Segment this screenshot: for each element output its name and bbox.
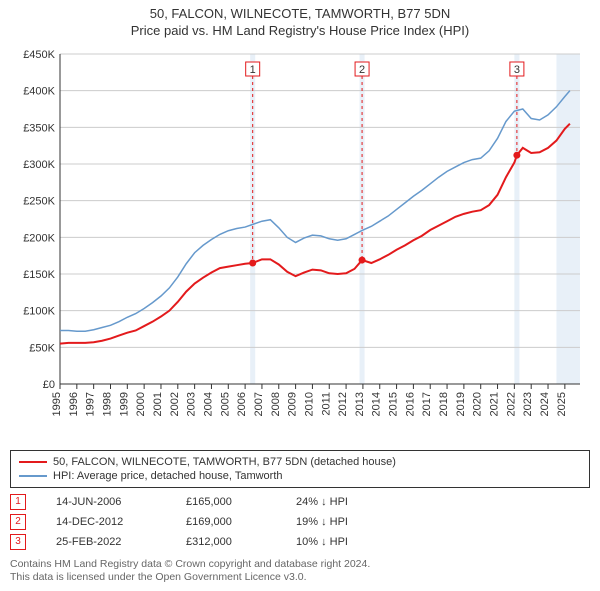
x-tick-label: 1996 (68, 392, 80, 416)
sale-date: 14-DEC-2012 (56, 516, 156, 528)
x-tick-label: 2004 (202, 392, 214, 416)
x-tick-label: 2017 (421, 392, 433, 416)
sale-hpi-diff: 24% ↓ HPI (296, 496, 406, 508)
x-tick-label: 2019 (455, 392, 467, 416)
x-tick-label: 1998 (101, 392, 113, 416)
x-tick-label: 2010 (303, 392, 315, 416)
marker-flag-label: 3 (514, 64, 520, 76)
sale-price: £169,000 (186, 516, 266, 528)
shade-band (250, 54, 255, 384)
y-tick-label: £50K (29, 342, 55, 354)
footer-line1: Contains HM Land Registry data © Crown c… (10, 558, 590, 572)
x-tick-label: 2001 (152, 392, 164, 416)
price-chart-svg: £0 £50K £100K £150K £200K £250K £300K £350K £400… (10, 44, 590, 444)
legend-item: 50, FALCON, WILNECOTE, TAMWORTH, B77 5DN… (19, 455, 581, 469)
marker-flag-label: 1 (250, 64, 256, 76)
title-line2: Price paid vs. HM Land Registry's House … (0, 23, 600, 40)
x-tick-label: 2005 (219, 392, 231, 416)
y-tick-label: £200K (23, 232, 55, 244)
x-tick-label: 2003 (186, 392, 198, 416)
sale-date: 14-JUN-2006 (56, 496, 156, 508)
sale-marker-icon: 2 (10, 514, 26, 530)
x-tick-label: 1995 (51, 392, 63, 416)
x-tick-label: 2011 (320, 392, 332, 416)
y-tick-label: £250K (23, 195, 55, 207)
chart-area: £0 £50K £100K £150K £200K £250K £300K £350K £400… (10, 44, 590, 444)
marker-dot (249, 259, 256, 266)
x-tick-label: 2007 (253, 392, 265, 416)
sale-hpi-diff: 10% ↓ HPI (296, 536, 406, 548)
sale-price: £312,000 (186, 536, 266, 548)
x-tick-label: 2023 (522, 392, 534, 416)
x-tick-label: 2016 (404, 392, 416, 416)
legend-label: 50, FALCON, WILNECOTE, TAMWORTH, B77 5DN… (53, 456, 396, 468)
y-tick-label: £150K (23, 269, 55, 281)
x-tick-label: 2006 (236, 392, 248, 416)
footer-line2: This data is licensed under the Open Gov… (10, 571, 590, 585)
marker-dot (359, 256, 366, 263)
x-tick-label: 2020 (472, 392, 484, 416)
sale-marker-icon: 3 (10, 534, 26, 550)
sales-table: 1 14-JUN-2006 £165,000 24% ↓ HPI 2 14-DEC-201… (10, 492, 590, 552)
legend-label: HPI: Average price, detached house, Tamw… (53, 470, 283, 482)
x-tick-label: 1999 (118, 392, 130, 416)
x-tick-label: 2008 (270, 392, 282, 416)
attribution-footer: Contains HM Land Registry data © Crown c… (10, 558, 590, 585)
sale-hpi-diff: 19% ↓ HPI (296, 516, 406, 528)
x-tick-label: 2002 (169, 392, 181, 416)
marker-flag-label: 2 (359, 64, 365, 76)
legend-swatch (19, 475, 47, 477)
sale-row: 2 14-DEC-2012 £169,000 19% ↓ HPI (10, 512, 590, 532)
x-tick-label: 2018 (438, 392, 450, 416)
x-tick-label: 2009 (287, 392, 299, 416)
shade-band (514, 54, 519, 384)
marker-dot (513, 151, 520, 158)
y-tick-label: £0 (43, 379, 55, 391)
x-tick-label: 2024 (539, 392, 551, 416)
y-tick-label: £450K (23, 49, 55, 61)
y-tick-label: £300K (23, 159, 55, 171)
legend: 50, FALCON, WILNECOTE, TAMWORTH, B77 5DN… (10, 450, 590, 488)
legend-swatch (19, 461, 47, 463)
x-tick-label: 2014 (371, 392, 383, 416)
sale-date: 25-FEB-2022 (56, 536, 156, 548)
sale-row: 3 25-FEB-2022 £312,000 10% ↓ HPI (10, 532, 590, 552)
x-tick-label: 2025 (556, 392, 568, 416)
x-tick-label: 2021 (489, 392, 501, 416)
y-tick-label: £350K (23, 122, 55, 134)
y-tick-label: £400K (23, 85, 55, 97)
title-line1: 50, FALCON, WILNECOTE, TAMWORTH, B77 5DN (0, 6, 600, 23)
sale-row: 1 14-JUN-2006 £165,000 24% ↓ HPI (10, 492, 590, 512)
legend-item: HPI: Average price, detached house, Tamw… (19, 469, 581, 483)
x-tick-label: 2012 (337, 392, 349, 416)
x-tick-label: 2022 (505, 392, 517, 416)
x-tick-label: 2015 (388, 392, 400, 416)
sale-marker-icon: 1 (10, 494, 26, 510)
sale-price: £165,000 (186, 496, 266, 508)
y-tick-label: £100K (23, 305, 55, 317)
x-tick-label: 2013 (354, 392, 366, 416)
series-line-1 (60, 90, 570, 331)
x-tick-label: 2000 (135, 392, 147, 416)
chart-title: 50, FALCON, WILNECOTE, TAMWORTH, B77 5DN… (0, 6, 600, 40)
x-tick-label: 1997 (85, 392, 97, 416)
shade-band (360, 54, 365, 384)
